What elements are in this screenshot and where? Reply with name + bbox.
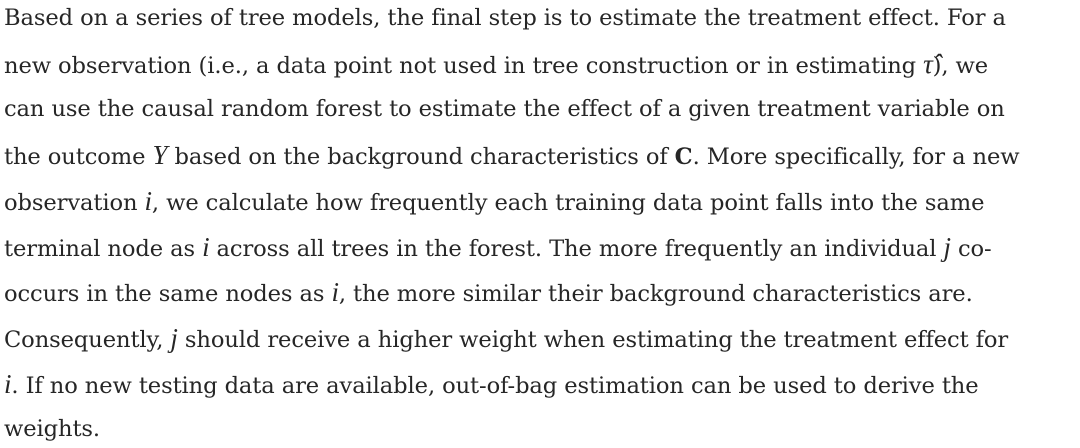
text-run: Consequently, [4,326,171,353]
text-run: co- [950,235,992,262]
math-symbol: Y [152,140,168,171]
text-run: terminal node as [4,235,203,262]
math-symbol: i [202,231,210,262]
text-run: the outcome [4,144,153,171]
text-run: based on the background characteristics … [167,144,675,171]
text-run: ), we [932,52,989,79]
text-run: weights. [4,416,101,443]
text-line: observation i, we calculate how frequent… [4,183,984,227]
math-symbol: i [144,185,153,216]
bold-symbol: C [674,144,693,171]
text-line: new observation (i.e., a data point not … [4,46,988,90]
text-run: observation [4,189,145,216]
text-line: weights. [4,411,100,448]
text-run: can use the causal random forest to esti… [4,96,1005,123]
text-run: occurs in the same nodes as [4,281,332,308]
math-symbol: j [943,231,952,262]
text-run: new observation (i.e., a data point not … [4,52,924,79]
math-symbol: j [170,322,178,353]
text-run: , we calculate how frequently each train… [151,189,985,216]
text-run: . More specifically, for a new [692,144,1020,171]
text-run: . If no new testing data are available, … [11,372,979,399]
text-line: the outcome Y based on the background ch… [4,137,1020,181]
text-line: i. If no new testing data are available,… [4,366,979,410]
math-symbol: i [4,368,12,399]
text-run: , the more similar their background char… [338,281,973,308]
text-run: Based on a series of tree models, the fi… [4,5,1006,31]
text-line: Based on a series of tree models, the fi… [4,0,1006,44]
text-line: can use the causal random forest to esti… [4,91,1005,135]
text-line: terminal node as i across all trees in t… [4,229,992,273]
text-line: Consequently, j should receive a higher … [4,320,1008,364]
text-run: should receive a higher weight when esti… [177,326,1009,353]
text-run: across all trees in the forest. The more… [209,235,944,262]
math-symbol: i [331,277,339,308]
math-symbol: τ̂ [923,48,933,79]
text-line: occurs in the same nodes as i, the more … [4,274,973,318]
